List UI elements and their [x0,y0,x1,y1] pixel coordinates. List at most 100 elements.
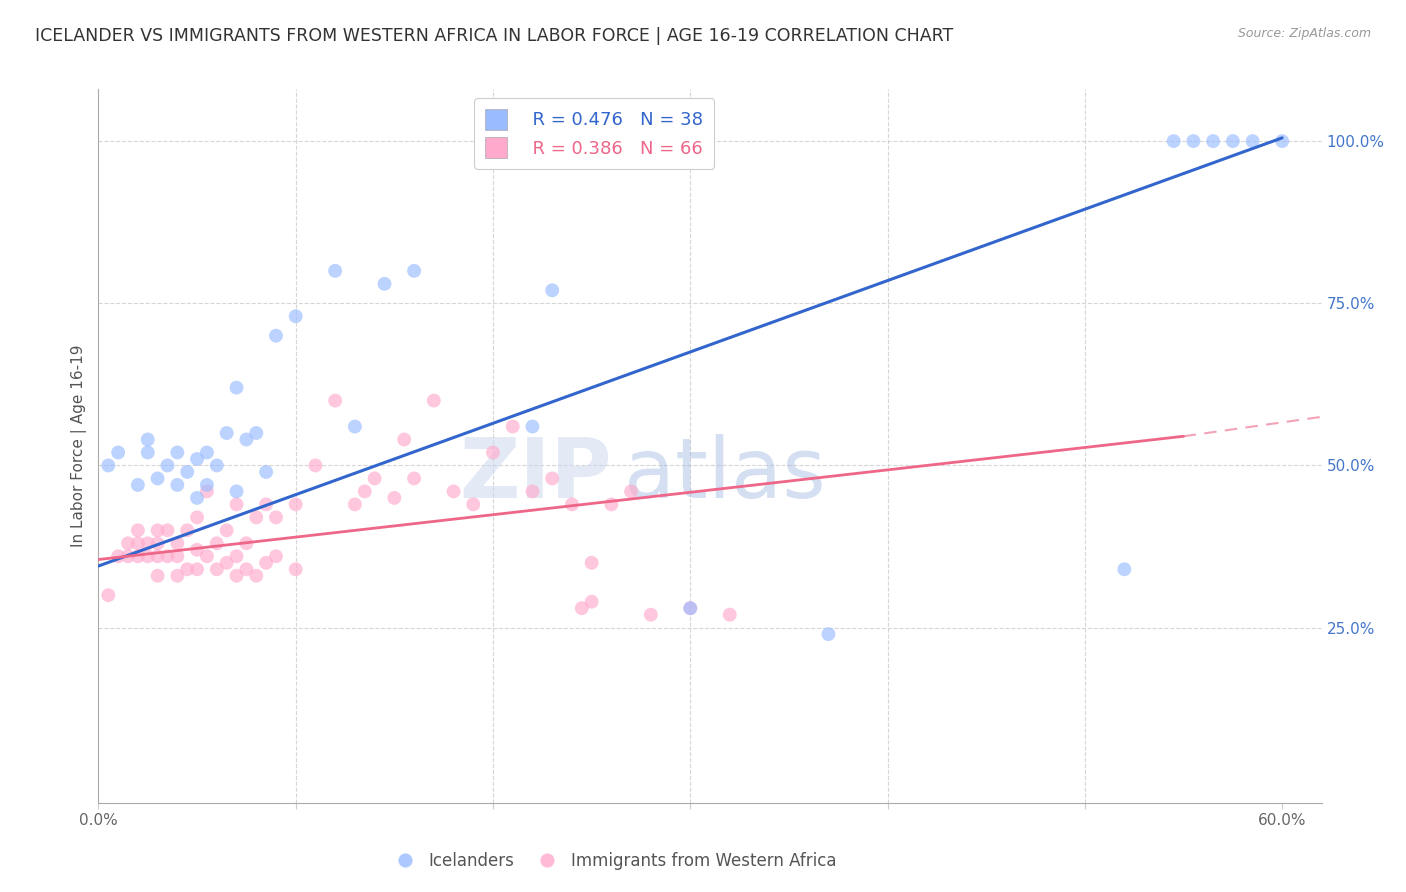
Point [225,568,247,582]
Point [541,471,564,485]
Point [1271,134,1294,148]
Point [156,524,179,538]
Point [404,264,426,278]
Point [146,524,169,538]
Point [136,445,159,459]
Point [1163,134,1185,148]
Point [166,536,188,550]
Point [146,549,169,564]
Point [264,510,287,524]
Point [245,425,267,440]
Point [215,524,238,538]
Point [215,425,238,440]
Point [195,484,218,499]
Point [817,627,839,641]
Point [363,471,385,485]
Point [373,277,395,291]
Point [640,607,662,622]
Point [195,445,218,459]
Point [323,264,346,278]
Point [522,419,544,434]
Point [156,458,179,473]
Point [215,556,238,570]
Point [195,478,218,492]
Point [718,607,741,622]
Point [225,497,247,511]
Point [205,562,228,576]
Text: ICELANDER VS IMMIGRANTS FROM WESTERN AFRICA IN LABOR FORCE | AGE 16-19 CORRELATI: ICELANDER VS IMMIGRANTS FROM WESTERN AFR… [35,27,953,45]
Point [166,549,188,564]
Point [284,562,307,576]
Point [186,452,208,467]
Point [166,445,188,459]
Point [1202,134,1225,148]
Point [254,465,277,479]
Point [284,497,307,511]
Point [186,542,208,557]
Point [205,458,228,473]
Point [166,568,188,582]
Point [235,433,257,447]
Point [205,536,228,550]
Point [541,283,564,297]
Point [581,556,603,570]
Point [423,393,446,408]
Point [254,556,277,570]
Point [1241,134,1264,148]
Point [571,601,593,615]
Point [245,568,267,582]
Point [353,484,375,499]
Point [176,562,198,576]
Point [323,393,346,408]
Point [176,524,198,538]
Point [502,419,524,434]
Point [235,536,257,550]
Point [225,484,247,499]
Point [176,465,198,479]
Text: Source: ZipAtlas.com: Source: ZipAtlas.com [1237,27,1371,40]
Point [561,497,583,511]
Point [343,419,366,434]
Point [146,568,169,582]
Point [195,549,218,564]
Point [254,497,277,511]
Point [146,471,169,485]
Point [392,433,416,447]
Point [482,445,505,459]
Point [679,601,702,615]
Point [443,484,465,499]
Point [264,549,287,564]
Point [284,310,307,324]
Point [127,549,149,564]
Point [581,595,603,609]
Point [463,497,485,511]
Point [107,549,129,564]
Point [127,524,149,538]
Point [264,328,287,343]
Point [146,536,169,550]
Point [1222,134,1244,148]
Y-axis label: In Labor Force | Age 16-19: In Labor Force | Age 16-19 [72,344,87,548]
Point [107,445,129,459]
Point [522,484,544,499]
Point [225,381,247,395]
Point [600,497,623,511]
Point [97,458,120,473]
Point [136,549,159,564]
Text: atlas: atlas [624,434,827,515]
Point [117,549,139,564]
Point [679,601,702,615]
Point [245,510,267,524]
Point [186,510,208,524]
Point [235,562,257,576]
Point [97,588,120,602]
Point [156,549,179,564]
Point [304,458,326,473]
Point [382,491,405,505]
Point [117,536,139,550]
Point [127,536,149,550]
Text: ZIP: ZIP [460,434,612,515]
Point [343,497,366,511]
Point [225,549,247,564]
Point [186,562,208,576]
